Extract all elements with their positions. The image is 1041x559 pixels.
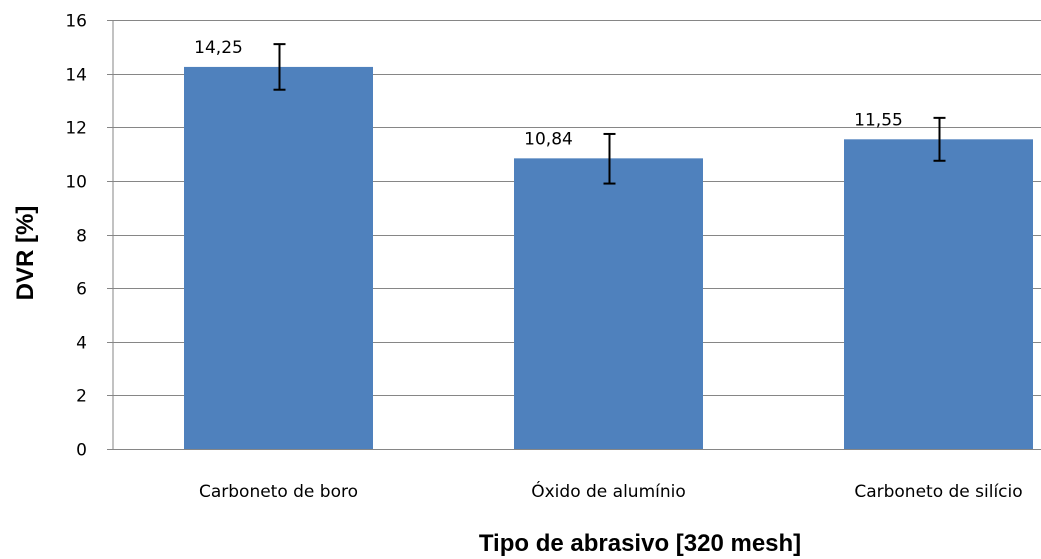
x-axis-category-labels: Carboneto de boro Óxido de alumínio Carbon… [199,480,1023,502]
y-axis-ticks: 0 2 4 6 8 10 12 14 16 [65,12,113,461]
data-labels: 14,25 10,84 11,55 [194,38,903,149]
y-tick-label: 6 [76,280,87,300]
x-category-label: Carboneto de silício [854,482,1022,502]
y-tick-label: 12 [65,119,87,139]
data-label: 14,25 [194,38,243,58]
data-label: 11,55 [854,110,903,130]
y-tick-label: 8 [76,227,87,247]
y-tick-label: 2 [76,387,87,407]
bar [514,158,703,450]
y-tick-label: 16 [65,12,87,32]
y-tick-label: 14 [65,66,87,86]
y-tick-label: 10 [65,173,87,193]
bars [184,66,1033,450]
bar [184,66,373,449]
error-bars [273,43,946,185]
x-category-label: Óxido de alumínio [531,480,686,502]
x-category-label: Carboneto de boro [199,482,358,502]
y-axis-title: DVR [%] [12,206,39,301]
y-tick-label: 4 [76,334,87,354]
y-tick-label: 0 [76,441,87,461]
data-label: 10,84 [524,129,573,149]
bar [844,139,1033,450]
x-axis-title: Tipo de abrasivo [320 mesh] [479,530,801,557]
